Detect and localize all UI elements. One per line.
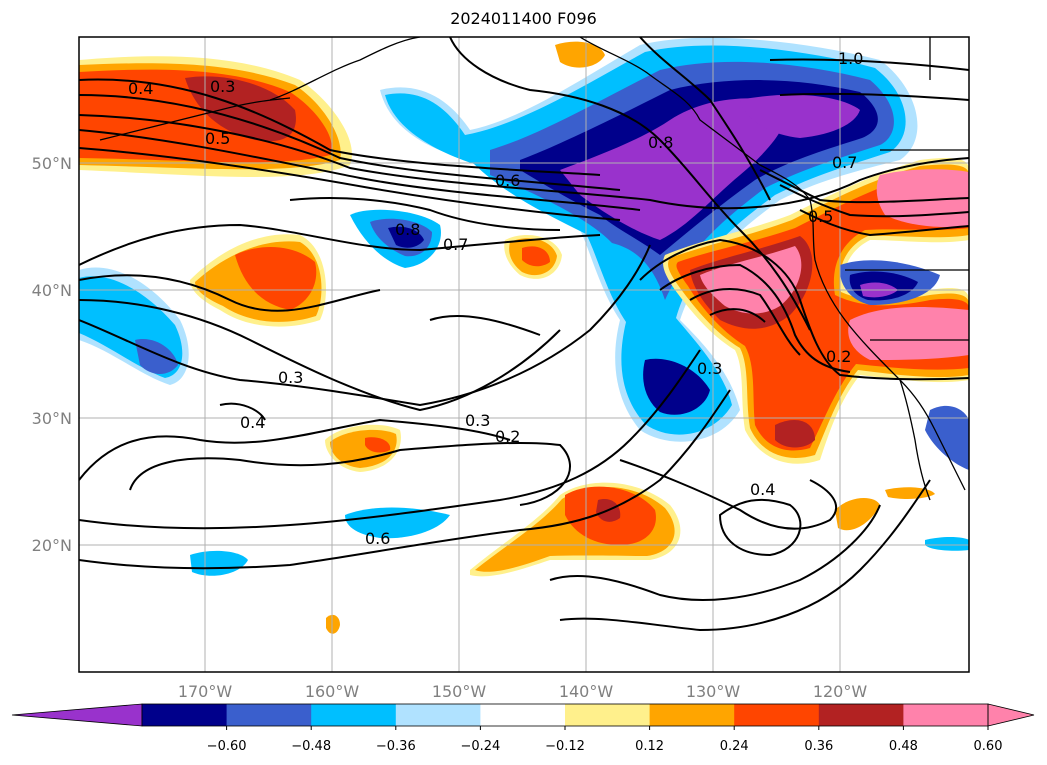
contour-label: 0.6 xyxy=(365,529,390,548)
map-plot-area xyxy=(79,37,969,672)
contour-label: 0.7 xyxy=(443,235,468,254)
colorbar-swatch xyxy=(395,704,481,726)
contour-label: 0.6 xyxy=(495,171,520,190)
lat-label: 50°N xyxy=(32,154,72,173)
colorbar-tick-label: −0.48 xyxy=(291,739,331,754)
lat-label: 30°N xyxy=(32,409,72,428)
colorbar-swatch xyxy=(311,704,397,726)
colorbar-tick-label: 0.48 xyxy=(889,739,918,754)
colorbar-swatch xyxy=(480,704,566,726)
colorbar-tick-label: 0.60 xyxy=(974,739,1003,754)
contour-label: 1.0 xyxy=(838,49,863,68)
lon-label: 130°W xyxy=(686,682,741,701)
colorbar-tick-label: −0.24 xyxy=(460,739,500,754)
colorbar-tick-label: −0.36 xyxy=(376,739,416,754)
map-frame xyxy=(78,36,970,673)
longitude-labels: 170°W 160°W 150°W 140°W 130°W 120°W xyxy=(178,682,868,701)
contour-label: 0.3 xyxy=(697,359,722,378)
contour-label: 0.2 xyxy=(826,347,851,366)
contour-label: 0.3 xyxy=(210,77,235,96)
colorbar-swatch xyxy=(903,704,989,726)
contour-label: 0.4 xyxy=(750,480,775,499)
colorbar-extend-low xyxy=(11,703,143,727)
contour-label: 0.3 xyxy=(278,368,303,387)
contour-label: 0.8 xyxy=(395,220,420,239)
contour-lines xyxy=(79,37,969,632)
contour-label: 0.3 xyxy=(465,411,490,430)
latitude-labels: 50°N 40°N 30°N 20°N xyxy=(32,154,72,555)
colorbar-swatch xyxy=(734,704,820,726)
colorbar-tick-label: 0.36 xyxy=(804,739,833,754)
contour-label: 0.2 xyxy=(495,427,520,446)
colorbar xyxy=(11,703,1035,730)
lat-label: 40°N xyxy=(32,281,72,300)
lon-label: 140°W xyxy=(559,682,614,701)
colorbar-swatch xyxy=(649,704,735,726)
colorbar-tick-label: 0.24 xyxy=(720,739,749,754)
lon-label: 160°W xyxy=(305,682,360,701)
lon-label: 170°W xyxy=(178,682,233,701)
lon-label: 120°W xyxy=(813,682,868,701)
contour-label: 0.7 xyxy=(832,153,857,172)
colorbar-tick-labels: −0.60 −0.48 −0.36 −0.24 −0.12 0.12 0.24 … xyxy=(207,739,1003,754)
contour-label-group: 0.4 0.3 0.5 0.6 0.8 0.7 0.8 1.0 0.7 0.5 … xyxy=(128,49,863,548)
colorbar-tick-label: −0.60 xyxy=(207,739,247,754)
page-title: 2024011400 F096 xyxy=(450,9,597,28)
contour-label: 0.4 xyxy=(240,413,265,432)
colorbar-extend-high xyxy=(987,703,1035,727)
contour-label: 0.5 xyxy=(205,129,230,148)
contour-label: 0.8 xyxy=(648,133,673,152)
colorbar-swatch xyxy=(818,704,904,726)
colorbar-tick-label: 0.12 xyxy=(635,739,664,754)
coastlines xyxy=(99,37,969,501)
colorbar-tick-label: −0.12 xyxy=(545,739,585,754)
shaded-field xyxy=(79,37,969,634)
lat-label: 20°N xyxy=(32,536,72,555)
colorbar-swatch xyxy=(565,704,651,726)
colorbar-swatch xyxy=(226,704,312,726)
lon-label: 150°W xyxy=(432,682,487,701)
contour-label: 0.4 xyxy=(128,79,153,98)
contour-label: 0.5 xyxy=(808,207,833,226)
map-gridlines xyxy=(79,37,969,672)
colorbar-swatch xyxy=(142,704,228,726)
